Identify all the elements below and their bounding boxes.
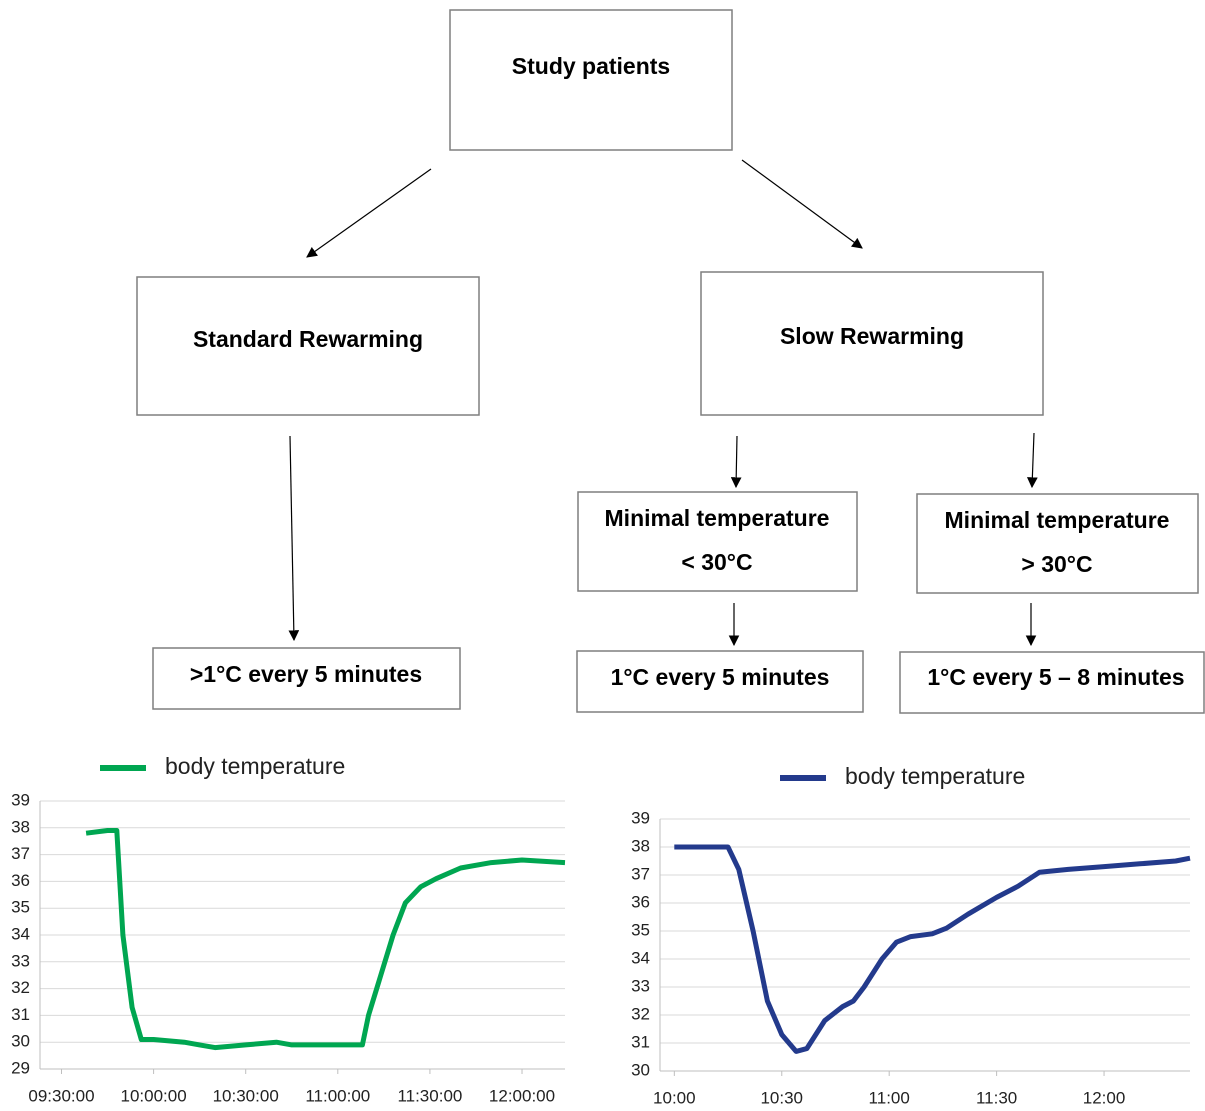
x-tick-label: 11:30 xyxy=(976,1088,1017,1107)
x-tick-label: 11:30:00 xyxy=(397,1086,462,1105)
node-label: > 30°C xyxy=(1021,551,1092,577)
arrow xyxy=(288,435,300,642)
y-tick-label: 36 xyxy=(11,871,30,890)
y-tick-label: 30 xyxy=(11,1032,30,1051)
y-tick-label: 36 xyxy=(631,892,650,911)
x-tick-label: 12:00 xyxy=(1083,1088,1126,1107)
y-tick-label: 35 xyxy=(11,898,30,917)
node-label: 1°C every 5 – 8 minutes xyxy=(927,664,1184,690)
y-tick-label: 33 xyxy=(11,951,30,970)
node-label: Slow Rewarming xyxy=(780,323,964,349)
node-box xyxy=(700,271,1044,416)
node-box xyxy=(576,650,864,713)
arrow xyxy=(1026,432,1038,489)
node-box xyxy=(152,647,461,710)
x-tick-label: 10:00 xyxy=(653,1088,696,1107)
node-label: < 30°C xyxy=(681,549,752,575)
legend-label: body temperature xyxy=(165,753,345,779)
x-tick-label: 11:00:00 xyxy=(305,1086,370,1105)
x-tick-label: 10:30 xyxy=(760,1088,803,1107)
y-tick-label: 37 xyxy=(631,864,650,883)
node-label: >1°C every 5 minutes xyxy=(190,661,422,687)
node-box xyxy=(136,276,480,416)
node-label: 1°C every 5 minutes xyxy=(611,664,830,690)
x-tick-label: 10:30:00 xyxy=(213,1086,279,1105)
y-tick-label: 30 xyxy=(631,1060,650,1079)
y-tick-label: 39 xyxy=(631,808,650,827)
node-box xyxy=(899,651,1205,714)
flowchart: Study patients Standard Rewarming Slow R… xyxy=(136,9,1205,714)
x-tick-label: 09:30:00 xyxy=(28,1086,94,1105)
y-tick-label: 38 xyxy=(631,836,650,855)
node-box xyxy=(449,9,733,151)
y-tick-label: 31 xyxy=(11,1005,30,1024)
data-line xyxy=(674,844,1191,1054)
y-tick-label: 32 xyxy=(11,978,30,997)
arrow xyxy=(730,435,742,489)
x-tick-label: 12:00:00 xyxy=(489,1086,555,1105)
x-tick-label: 10:00:00 xyxy=(121,1086,187,1105)
y-tick-label: 31 xyxy=(631,1032,650,1051)
y-tick-label: 33 xyxy=(631,976,650,995)
y-tick-label: 39 xyxy=(11,790,30,809)
arrow xyxy=(306,168,432,258)
y-tick-label: 38 xyxy=(11,817,30,836)
node-box xyxy=(577,491,858,592)
legend-label: body temperature xyxy=(845,763,1025,789)
y-tick-label: 35 xyxy=(631,920,650,939)
x-tick-label: 11:00 xyxy=(869,1088,910,1107)
arrow xyxy=(741,159,863,249)
node-label: Minimal temperature xyxy=(605,505,830,531)
node-label: Standard Rewarming xyxy=(193,326,423,352)
y-tick-label: 34 xyxy=(11,924,30,943)
data-line xyxy=(85,828,566,1051)
node-label: Study patients xyxy=(512,53,670,79)
node-label: Minimal temperature xyxy=(945,507,1170,533)
node-box xyxy=(916,493,1199,594)
y-tick-label: 32 xyxy=(631,1004,650,1023)
y-tick-label: 29 xyxy=(11,1058,30,1077)
y-tick-label: 37 xyxy=(11,844,30,863)
y-tick-label: 34 xyxy=(631,948,650,967)
